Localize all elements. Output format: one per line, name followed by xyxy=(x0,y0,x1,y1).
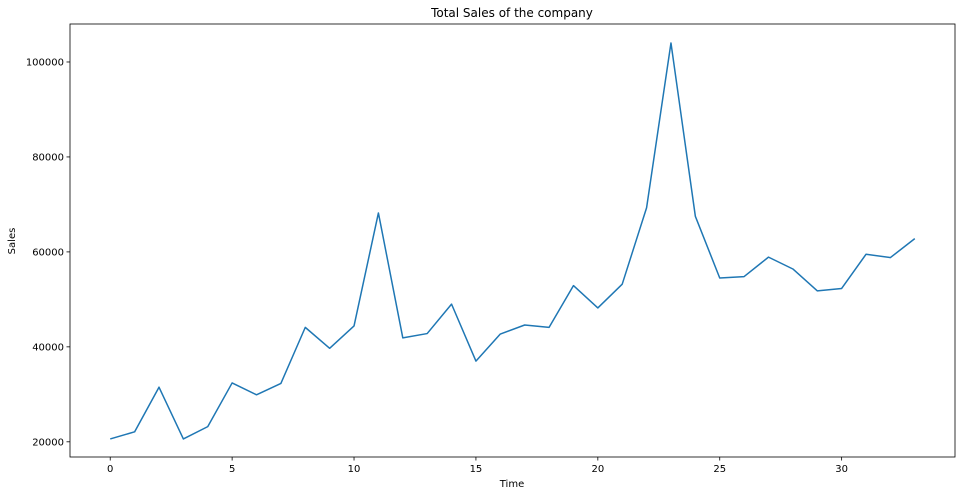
y-axis-label: Sales xyxy=(7,228,18,255)
x-axis-label: Time xyxy=(499,479,524,490)
x-tick-label: 5 xyxy=(229,464,235,475)
x-tick-label: 10 xyxy=(348,464,361,475)
y-tick-label: 20000 xyxy=(32,437,64,448)
chart-title: Total Sales of the company xyxy=(430,6,593,20)
plot-area xyxy=(110,42,916,440)
x-tick-label: 30 xyxy=(835,464,848,475)
y-tick-label: 60000 xyxy=(32,247,64,258)
x-tick-label: 20 xyxy=(591,464,604,475)
x-tick-label: 15 xyxy=(470,464,483,475)
x-axis: 0 5 10 15 20 25 30 xyxy=(107,457,848,475)
y-tick-label: 40000 xyxy=(32,342,64,353)
x-tick-label: 0 xyxy=(107,464,113,475)
y-axis: 20000 40000 60000 80000 100000 xyxy=(26,57,70,448)
y-tick-label: 100000 xyxy=(26,57,64,68)
x-tick-label: 25 xyxy=(713,464,726,475)
y-tick-label: 80000 xyxy=(32,152,64,163)
series-line-0 xyxy=(110,42,916,440)
axes-frame xyxy=(69,23,956,458)
